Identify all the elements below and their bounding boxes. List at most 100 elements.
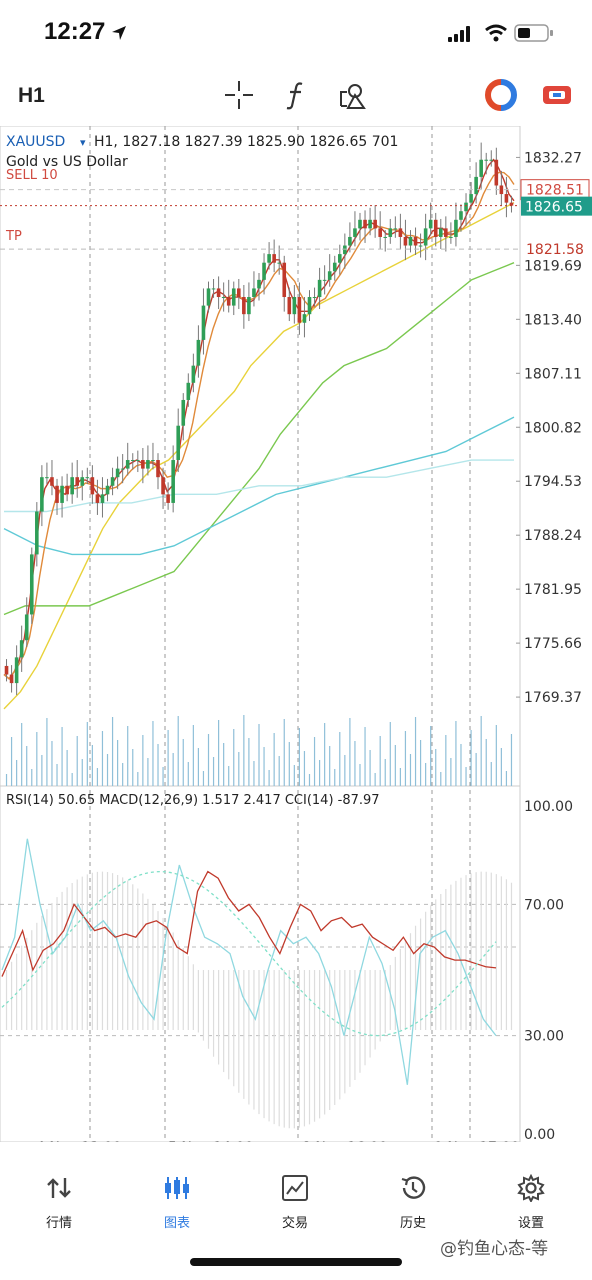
tab-history[interactable]: 历史 [368, 1166, 458, 1236]
candle-body [19, 640, 24, 658]
candle-body [373, 219, 377, 229]
ohlcv-readout: H1, 1827.18 1827.39 1825.90 1826.65 701 [94, 134, 398, 150]
price-tick-label: 1775.66 [524, 636, 582, 652]
objects-shapes-icon[interactable] [338, 78, 372, 112]
chart-candles-icon [165, 1177, 189, 1199]
candle-body [242, 297, 246, 315]
trade-panel-icon[interactable] [540, 78, 574, 112]
candle-body [231, 288, 236, 306]
candle-body [35, 511, 39, 555]
tab-quotes-label: 行情 [45, 1216, 72, 1231]
candle-body [211, 288, 216, 290]
candle-body [504, 194, 509, 203]
candle-body [418, 245, 423, 247]
candle-body [307, 297, 312, 315]
moving-average-yellow [3, 202, 515, 710]
candle-body [24, 614, 29, 641]
time-axis-label: 8 Nov 16:00 [302, 1140, 387, 1142]
candle-body [156, 460, 160, 478]
candle-body [201, 305, 206, 340]
candle-body [141, 460, 145, 469]
current-price-label: 1826.65 [525, 200, 583, 216]
candle-body [277, 262, 281, 264]
candle-body [136, 460, 140, 462]
candle-body [4, 665, 9, 675]
candle-body [252, 288, 256, 298]
price-tick-label: 1769.37 [524, 690, 582, 706]
candle-body [282, 262, 287, 298]
tp-label[interactable]: TP [5, 229, 22, 244]
candle-body [413, 236, 418, 246]
candle-body [494, 159, 499, 186]
candle-body [65, 485, 69, 495]
candle-body [221, 297, 226, 299]
crosshair-icon[interactable] [222, 78, 256, 112]
candle-body [196, 339, 201, 366]
candle-body [388, 228, 393, 237]
location-arrow-icon [112, 26, 126, 40]
candle-body [247, 297, 251, 315]
indicator-readout: RSI(14) 50.65 MACD(12,26,9) 1.517 2.417 … [6, 793, 380, 808]
symbol-dropdown-icon[interactable]: ▾ [80, 136, 86, 149]
symbol-description: Gold vs US Dollar [6, 154, 128, 170]
candle-body [90, 477, 95, 495]
candle-body [509, 202, 514, 206]
candle-body [337, 254, 342, 263]
home-indicator[interactable] [190, 1258, 402, 1266]
one-click-trading-icon[interactable] [484, 78, 518, 112]
tab-settings-label: 设置 [517, 1216, 544, 1231]
candle-body [105, 485, 110, 495]
candle-body [9, 674, 14, 684]
candle-body [489, 159, 494, 161]
candle-body [393, 228, 398, 230]
candle-body [474, 176, 478, 195]
tab-charts[interactable]: 图表 [132, 1166, 222, 1236]
sell-price-label: 1828.51 [526, 183, 584, 199]
candle-body [181, 399, 186, 426]
settings-gear-icon [517, 1174, 545, 1202]
candle-body [348, 236, 352, 246]
tab-settings[interactable]: 设置 [486, 1166, 576, 1236]
candle-body [186, 382, 191, 400]
candle-body [257, 279, 261, 289]
candle-body [70, 477, 74, 495]
candle-body [479, 159, 483, 177]
candle-body [469, 194, 473, 203]
candle-body [130, 460, 135, 462]
candle-body [332, 262, 337, 272]
status-time: 12:27 [44, 18, 106, 45]
timeframe-button[interactable]: H1 [18, 84, 45, 107]
indicator-tick-label: 100.00 [524, 799, 573, 815]
candle-body [50, 477, 54, 486]
indicators-f-icon[interactable] [280, 78, 314, 112]
candle-body [166, 494, 170, 503]
tab-charts-label: 图表 [163, 1216, 190, 1231]
candle-body [454, 219, 458, 237]
volume-bars [5, 715, 513, 786]
candle-body [191, 365, 196, 383]
sell-order-label[interactable]: SELL 10 [6, 168, 58, 183]
candle-body [115, 468, 120, 478]
tab-trade[interactable]: 交易 [250, 1166, 340, 1236]
candle-body [438, 228, 443, 237]
candle-body [317, 279, 322, 298]
chart-toolbar: H1 [0, 64, 592, 126]
tab-trade-label: 交易 [281, 1216, 308, 1231]
candle-body [14, 657, 19, 684]
candle-body [292, 297, 297, 315]
candle-body [464, 202, 468, 212]
history-clock-icon [401, 1176, 426, 1199]
moving-average-green [3, 262, 515, 616]
candle-body [120, 468, 125, 470]
symbol-label[interactable]: XAUUSD [6, 134, 65, 150]
tab-quotes[interactable]: 行情 [14, 1166, 104, 1236]
price-tick-label: 1794.53 [524, 474, 582, 490]
current-price-tag [521, 196, 592, 216]
candle-body [368, 219, 372, 229]
indicator-frame [0, 785, 521, 1142]
candle-body [423, 228, 428, 246]
candle-body [444, 228, 448, 237]
trade-chart-icon [282, 1175, 308, 1201]
candle-body [45, 477, 49, 479]
